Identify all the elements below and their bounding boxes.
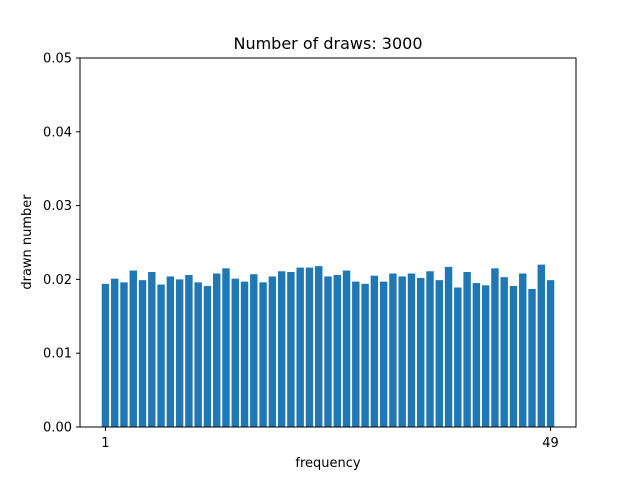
bar-5 bbox=[138, 280, 147, 427]
bar-34 bbox=[407, 273, 416, 427]
bar-6 bbox=[148, 272, 156, 427]
bar-10 bbox=[185, 274, 193, 427]
bar-48 bbox=[537, 264, 545, 427]
bar-26 bbox=[333, 274, 341, 427]
plot-frame bbox=[79, 57, 577, 428]
bar-28 bbox=[352, 281, 360, 427]
bar-47 bbox=[528, 288, 536, 427]
bar-3 bbox=[120, 282, 128, 427]
bar-7 bbox=[157, 284, 165, 427]
bar-45 bbox=[509, 286, 518, 427]
bar-35 bbox=[417, 277, 425, 427]
bar-39 bbox=[454, 287, 462, 427]
bar-46 bbox=[519, 273, 527, 427]
bar-21 bbox=[287, 272, 295, 427]
bar-24 bbox=[315, 266, 323, 427]
bar-20 bbox=[277, 271, 286, 427]
x-tick-label: 1 bbox=[101, 436, 109, 451]
bar-36 bbox=[426, 271, 434, 427]
bar-19 bbox=[268, 276, 277, 427]
bar-18 bbox=[259, 282, 267, 427]
bar-43 bbox=[491, 268, 499, 427]
x-tick-label: 49 bbox=[542, 436, 559, 451]
bar-12 bbox=[203, 286, 212, 427]
x-axis-ticks: 1 49 bbox=[101, 427, 559, 451]
y-tick-label: 0.01 bbox=[43, 347, 72, 362]
x-axis-label: frequency bbox=[295, 456, 361, 471]
bar-4 bbox=[129, 270, 137, 427]
y-tick-label: 0.02 bbox=[43, 273, 72, 288]
y-axis-label: drawn number bbox=[20, 194, 35, 290]
y-axis-ticks: 0.00 0.01 0.02 0.03 0.04 0.05 bbox=[43, 52, 80, 436]
chart-title: Number of draws: 3000 bbox=[233, 34, 422, 53]
bar-40 bbox=[463, 272, 471, 427]
bar-42 bbox=[481, 285, 490, 427]
bar-14 bbox=[222, 268, 230, 427]
bar-41 bbox=[472, 283, 481, 427]
y-tick-label: 0.00 bbox=[43, 421, 72, 436]
bar-44 bbox=[500, 277, 508, 427]
y-tick-label: 0.04 bbox=[43, 125, 72, 140]
bar-8 bbox=[166, 276, 175, 427]
bar-9 bbox=[175, 279, 184, 427]
bar-37 bbox=[435, 280, 443, 427]
bar-49 bbox=[546, 280, 555, 427]
bar-27 bbox=[342, 270, 351, 427]
y-tick-label: 0.03 bbox=[43, 199, 72, 214]
bar-16 bbox=[240, 281, 249, 427]
bar-30 bbox=[370, 275, 379, 427]
bar-25 bbox=[324, 276, 332, 427]
bar-23 bbox=[305, 267, 314, 427]
bar-32 bbox=[389, 273, 397, 427]
bar-29 bbox=[361, 283, 369, 427]
bar-11 bbox=[194, 282, 202, 427]
bar-22 bbox=[296, 267, 304, 427]
bar-13 bbox=[213, 273, 221, 427]
bars bbox=[101, 264, 555, 427]
bar-17 bbox=[250, 274, 258, 427]
bar-15 bbox=[231, 278, 239, 427]
bar-2 bbox=[111, 278, 119, 427]
y-tick-label: 0.05 bbox=[43, 52, 72, 67]
bar-33 bbox=[398, 276, 406, 427]
bar-38 bbox=[444, 266, 453, 427]
bar-31 bbox=[379, 281, 388, 427]
bar-1 bbox=[101, 283, 110, 427]
